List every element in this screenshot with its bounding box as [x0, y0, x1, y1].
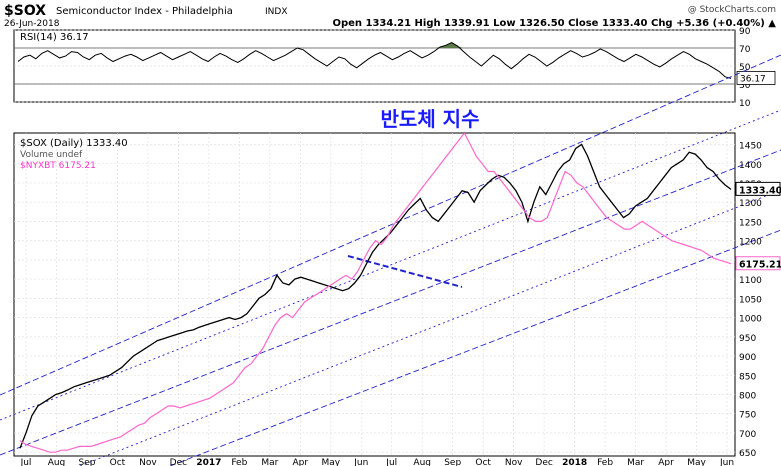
price-tick-label: 1050 — [739, 295, 762, 305]
price-tick-label: 750 — [739, 411, 756, 421]
x-tick-label: Sep — [78, 458, 95, 466]
rsi-tick-label: 70 — [739, 45, 751, 55]
price-tick-label: 950 — [739, 334, 756, 344]
x-tick-label: Mar — [261, 458, 278, 466]
last-label-text: 6175.21 — [739, 260, 781, 271]
price-tick-label: 1100 — [739, 276, 762, 286]
x-tick-label: Oct — [110, 458, 126, 466]
resistance-line — [347, 255, 463, 288]
price-tick-label: 650 — [739, 449, 756, 459]
last-label-box — [735, 181, 781, 196]
x-tick-label: Apr — [293, 458, 309, 466]
rsi-ticks: 10 30 50 70 90 36.17 — [736, 27, 776, 109]
rsi-layer — [17, 42, 732, 79]
price-tick-label: 1300 — [739, 199, 762, 209]
quote-line: Open 1334.21 High 1339.91 Low 1326.50 Cl… — [332, 18, 776, 29]
x-tick-label: Jun — [353, 458, 368, 466]
price-tick-label: 1400 — [739, 161, 762, 171]
legend-sox: $SOX (Daily) 1333.40 — [20, 138, 128, 149]
last-value-labels: 1333.40 6175.21 — [735, 181, 781, 271]
channel-line — [0, 109, 781, 421]
legend-volume: Volume undef — [20, 150, 83, 160]
price-legend: $SOX (Daily) 1333.40 Volume undef $NYXBT… — [20, 138, 128, 171]
x-tick-label: Feb — [231, 458, 247, 466]
legend-nyxbt: $NYXBT 6175.21 — [20, 161, 96, 171]
x-tick-label: Dec — [535, 458, 552, 466]
rsi-tick-label: 50 — [739, 63, 751, 73]
price-grid — [14, 133, 735, 456]
date-label: 26-Jun-2018 — [4, 19, 60, 29]
x-tick-label: May — [687, 458, 706, 466]
exchange-label: INDX — [265, 7, 287, 17]
price-tick-label: 1200 — [739, 238, 762, 248]
rsi-tick-label: 90 — [739, 27, 751, 37]
price-tick-label: 1450 — [739, 142, 762, 152]
sox-last-label: 1333.40 — [735, 181, 781, 196]
x-tick-label: Apr — [658, 458, 674, 466]
rsi-line — [17, 42, 732, 79]
last-label-text: 1333.40 — [739, 185, 781, 196]
price-tick-label: 800 — [739, 391, 756, 401]
rsi-tick-label: 10 — [739, 99, 751, 109]
symbol-label: $SOX — [4, 3, 46, 19]
x-tick-label: Sep — [444, 458, 461, 466]
x-tick-label: Jul — [385, 458, 397, 466]
price-tick-label: 700 — [739, 430, 756, 440]
watermark: @ StockCharts.com — [688, 5, 776, 15]
channel-line — [169, 229, 781, 466]
x-tick-label: 2018 — [562, 458, 587, 466]
channel-line — [0, 149, 781, 456]
x-tick-label: Oct — [475, 458, 491, 466]
x-tick-label: Jul — [20, 458, 32, 466]
price-tick-label: 1250 — [739, 218, 762, 228]
index-name: Semiconductor Index - Philadelphia — [56, 6, 233, 17]
rsi-last-box — [736, 71, 776, 85]
x-tick-label: Dec — [170, 458, 187, 466]
rsi-tick-label: 30 — [739, 81, 751, 91]
x-tick-label: Aug — [413, 458, 431, 466]
rsi-legend: RSI(14) 36.17 — [20, 32, 89, 43]
nyxbt-last-label: 6175.21 — [735, 256, 781, 271]
x-axis-ticks: Jul Aug Sep Oct Nov Dec 2017 Feb Mar Apr May Jun Jul… — [20, 458, 734, 466]
channel-line — [79, 189, 781, 466]
price-tick-label: 850 — [739, 372, 756, 382]
channel-line — [0, 54, 781, 396]
rsi-grid — [14, 29, 735, 103]
rsi-last-value: 36.17 — [740, 74, 766, 84]
nyxbt-line — [19, 133, 732, 453]
korean-annotation: 반도체 지수 — [381, 107, 480, 131]
x-tick-label: Mar — [627, 458, 644, 466]
x-tick-label: Feb — [597, 458, 613, 466]
trend-channel — [0, 54, 781, 466]
price-layer — [19, 133, 732, 453]
x-tick-label: May — [321, 458, 340, 466]
price-tick-label: 1000 — [739, 315, 762, 325]
x-tick-label: 2017 — [196, 458, 221, 466]
x-tick-label: Aug — [48, 458, 66, 466]
last-label-box — [735, 256, 781, 271]
x-tick-label: Jun — [719, 458, 734, 466]
price-tick-label: 900 — [739, 353, 756, 363]
x-tick-label: Nov — [505, 458, 523, 466]
sox-price-line — [19, 143, 732, 449]
x-tick-label: Nov — [139, 458, 157, 466]
